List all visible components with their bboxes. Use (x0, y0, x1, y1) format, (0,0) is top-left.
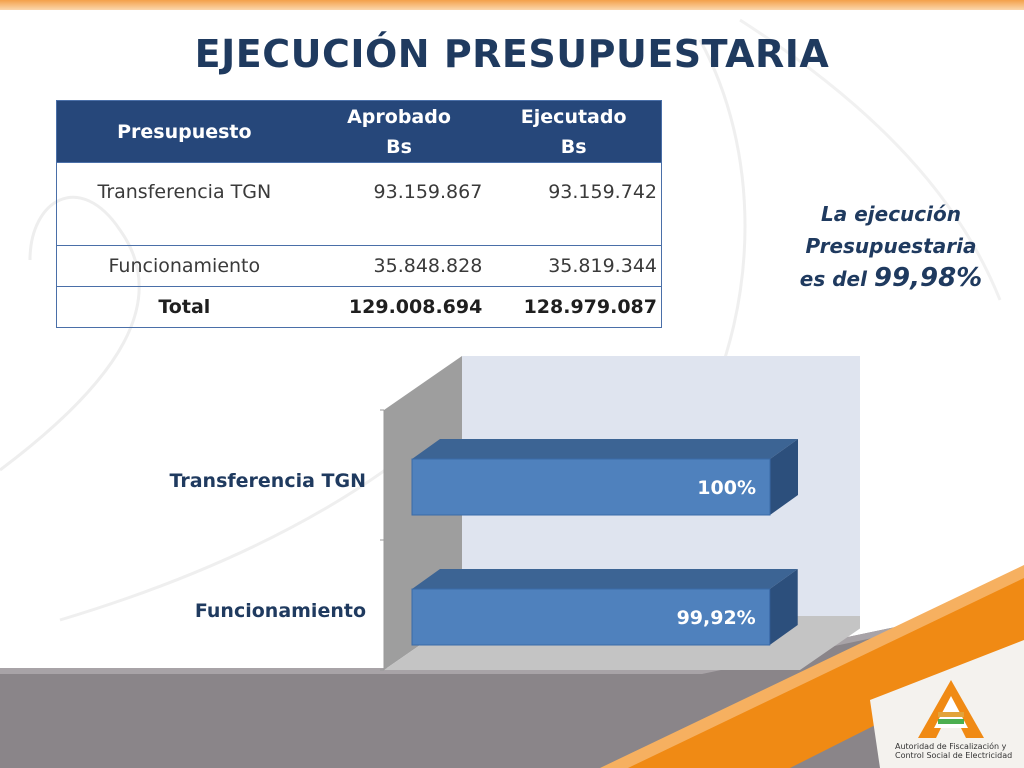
table-row: Funcionamiento 35.848.828 35.819.344 (56, 245, 662, 287)
note-line-3: es del 99,98% (780, 262, 1002, 295)
row-aprobado: 93.159.867 (311, 162, 487, 246)
total-aprobado: 129.008.694 (311, 286, 487, 328)
row-label: Transferencia TGN (56, 162, 312, 246)
header-presupuesto: Presupuesto (56, 100, 312, 163)
table-header-row: Presupuesto Aprobado Bs Ejecutado Bs (56, 100, 662, 163)
budget-table: Presupuesto Aprobado Bs Ejecutado Bs Tra… (56, 100, 662, 328)
bar-top (412, 439, 798, 459)
header-aprobado: Aprobado Bs (311, 100, 487, 163)
page-title: EJECUCIÓN PRESUPUESTARIA (194, 32, 830, 76)
aetn-logo-icon (918, 680, 984, 738)
header-aprobado-label: Aprobado (347, 105, 451, 128)
header-ejecutado: Ejecutado Bs (486, 100, 662, 163)
bar-top (412, 569, 798, 589)
note-percentage: 99,98% (873, 263, 983, 293)
header-ejecutado-label: Ejecutado (520, 105, 627, 128)
execution-note: La ejecución Presupuestaria es del 99,98… (780, 198, 1002, 295)
bar-data-label: 99,92% (677, 607, 756, 629)
header-ejecutado-unit: Bs (560, 135, 587, 158)
logo-text-line-1: Autoridad de Fiscalización y (895, 742, 1007, 751)
execution-bar-chart: 100% Transferencia TGN 99,92% Funcionamient… (169, 356, 860, 671)
bar-side (769, 569, 798, 645)
note-line-2: Presupuestaria (805, 234, 977, 258)
total-ejecutado: 128.979.087 (486, 286, 662, 328)
table-total-row: Total 129.008.694 128.979.087 (56, 286, 662, 328)
bar-data-label: 100% (697, 477, 756, 499)
bar (411, 588, 771, 646)
bar (411, 458, 771, 516)
category-label: Funcionamiento (195, 600, 366, 622)
bar-side (770, 439, 798, 515)
row-aprobado: 35.848.828 (311, 245, 487, 287)
logo-text: Autoridad de Fiscalización y Control Soc… (895, 742, 1020, 760)
category-label: Transferencia TGN (169, 470, 366, 492)
note-line-1: La ejecución (821, 202, 961, 226)
logo-text-line-2: Control Social de Electricidad (895, 751, 1013, 760)
note-prefix: es del (799, 267, 874, 291)
header-aprobado-unit: Bs (386, 135, 412, 158)
row-ejecutado: 93.159.742 (486, 162, 662, 246)
table-row: Transferencia TGN 93.159.867 93.159.742 (56, 162, 662, 246)
row-ejecutado: 35.819.344 (486, 245, 662, 287)
total-label: Total (56, 286, 312, 328)
top-accent-bar (0, 0, 1024, 10)
row-label: Funcionamiento (56, 245, 312, 287)
